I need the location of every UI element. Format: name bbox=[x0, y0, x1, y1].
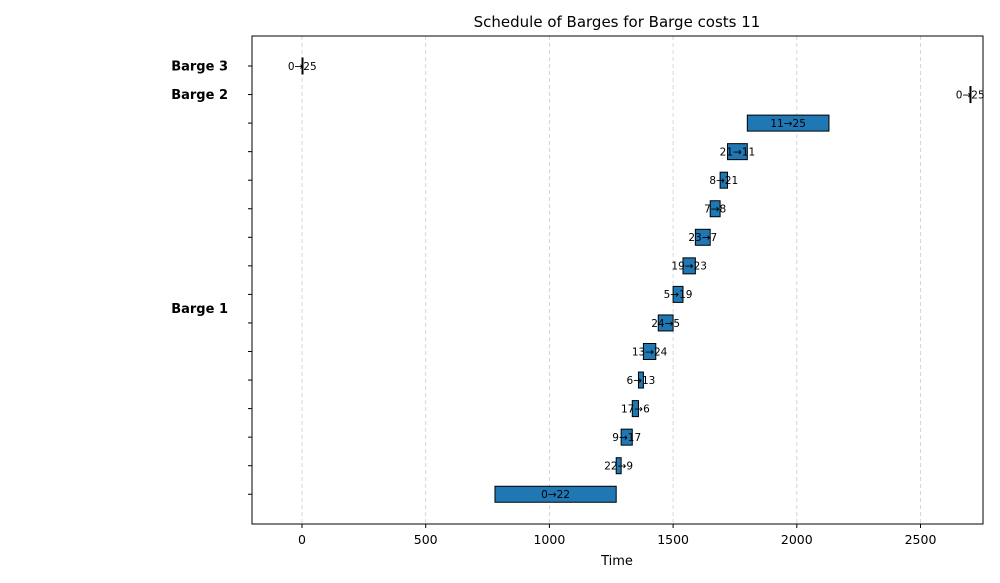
segment-label: 9→17 bbox=[612, 432, 641, 444]
segment-label: 22→9 bbox=[604, 461, 633, 473]
schedule-segment bbox=[494, 485, 617, 503]
segment-label: 0→22 bbox=[541, 489, 570, 501]
schedule-segment bbox=[620, 428, 633, 446]
x-tick-label: 2000 bbox=[781, 532, 813, 547]
schedule-segment bbox=[709, 200, 721, 218]
x-tick-label: 0 bbox=[298, 532, 306, 547]
segment-label: 7→8 bbox=[704, 204, 726, 216]
schedule-segment bbox=[969, 86, 972, 104]
plot-frame bbox=[251, 35, 984, 525]
segment-label: 23→7 bbox=[688, 232, 717, 244]
grid-lines bbox=[301, 36, 921, 524]
x-axis: 0 500 1000 1500 2000 2500 bbox=[298, 524, 936, 547]
barge-label: Barge 2 bbox=[171, 88, 228, 103]
schedule-segment bbox=[615, 457, 622, 475]
schedule-segment bbox=[727, 143, 748, 161]
segment-label: 19→23 bbox=[671, 261, 707, 273]
schedule-segment bbox=[637, 371, 644, 389]
x-tick-label: 1500 bbox=[657, 532, 689, 547]
y-axis-ticks bbox=[248, 65, 252, 495]
segment-label: 6→13 bbox=[627, 375, 656, 387]
segment-label: 0→25 bbox=[288, 61, 317, 73]
schedule-segment bbox=[746, 114, 830, 132]
segments-layer: 0→25 0→25 11→25 21→11 8→21 7→8 23→7 19→23 5→19 24… bbox=[288, 57, 985, 503]
segment-label: 13→24 bbox=[632, 346, 668, 358]
schedule-segment bbox=[642, 343, 657, 360]
schedule-segment bbox=[657, 314, 674, 332]
barge-labels: Barge 3 Barge 2 Barge 1 bbox=[171, 60, 228, 318]
x-tick-label: 500 bbox=[414, 532, 438, 547]
chart-title: Schedule of Barges for Barge costs 11 bbox=[474, 13, 761, 31]
segment-label: 24→5 bbox=[651, 318, 680, 330]
schedule-segment bbox=[719, 171, 729, 189]
segment-label: 8→21 bbox=[709, 175, 738, 187]
segment-label: 17→6 bbox=[621, 403, 650, 415]
barge-label: Barge 3 bbox=[171, 60, 228, 75]
x-tick-label: 1000 bbox=[533, 532, 565, 547]
schedule-segment bbox=[694, 228, 711, 246]
segment-label: 11→25 bbox=[770, 118, 806, 130]
schedule-segment bbox=[672, 285, 684, 303]
x-axis-label: Time bbox=[600, 554, 633, 569]
segment-label: 0→25 bbox=[956, 89, 985, 101]
x-tick-label: 2500 bbox=[905, 532, 937, 547]
schedule-segment bbox=[631, 400, 639, 418]
segment-label: 21→11 bbox=[720, 146, 756, 158]
segment-label: 5→19 bbox=[664, 289, 693, 301]
schedule-segment bbox=[301, 57, 304, 75]
barge-label: Barge 1 bbox=[171, 302, 228, 317]
schedule-segment bbox=[682, 257, 696, 275]
